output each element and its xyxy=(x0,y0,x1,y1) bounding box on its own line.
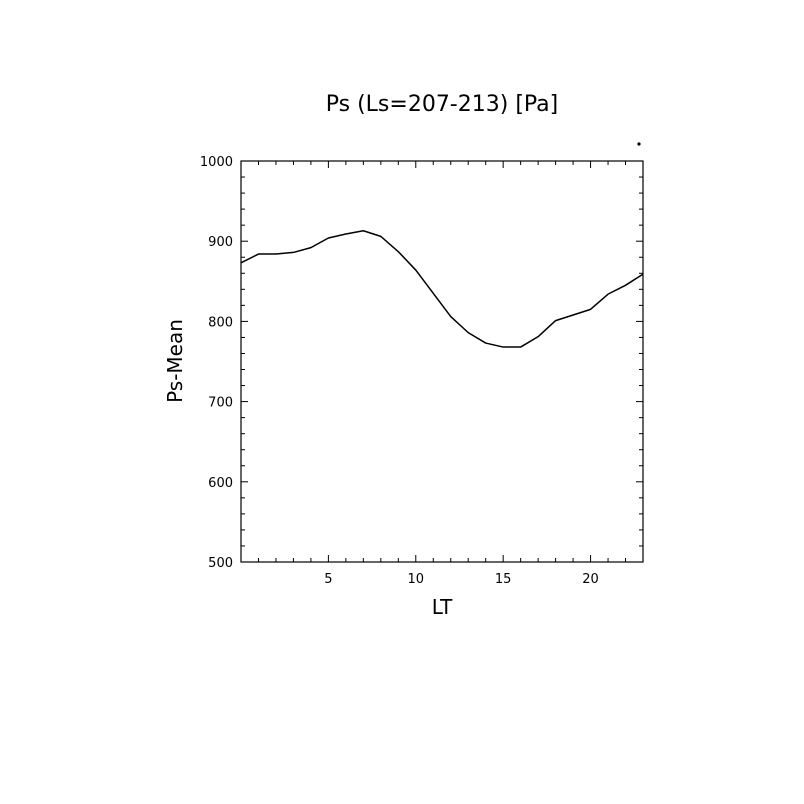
x-tick-label: 5 xyxy=(324,572,332,587)
y-axis-label: Ps-Mean xyxy=(163,319,187,403)
y-tick-label: 900 xyxy=(208,235,233,250)
plot-layer: 500 600 700 800 900 1000 5 10 15 20 xyxy=(200,155,644,587)
corner-dot-mark xyxy=(637,142,641,146)
x-tick-label: 20 xyxy=(582,572,599,587)
chart-title: Ps (Ls=207-213) [Pa] xyxy=(326,92,559,117)
y-tick-label: 600 xyxy=(208,476,233,491)
x-axis-label: LT xyxy=(432,595,453,619)
x-tick-label: 10 xyxy=(408,572,425,587)
y-tick-label: 500 xyxy=(208,556,233,571)
y-tick-label: 800 xyxy=(208,315,233,330)
y-tick-label: 700 xyxy=(208,396,233,411)
y-tick-label: 1000 xyxy=(200,155,233,170)
plot-frame xyxy=(240,160,644,563)
series-line xyxy=(240,230,644,348)
x-tick-label: 15 xyxy=(495,572,512,587)
